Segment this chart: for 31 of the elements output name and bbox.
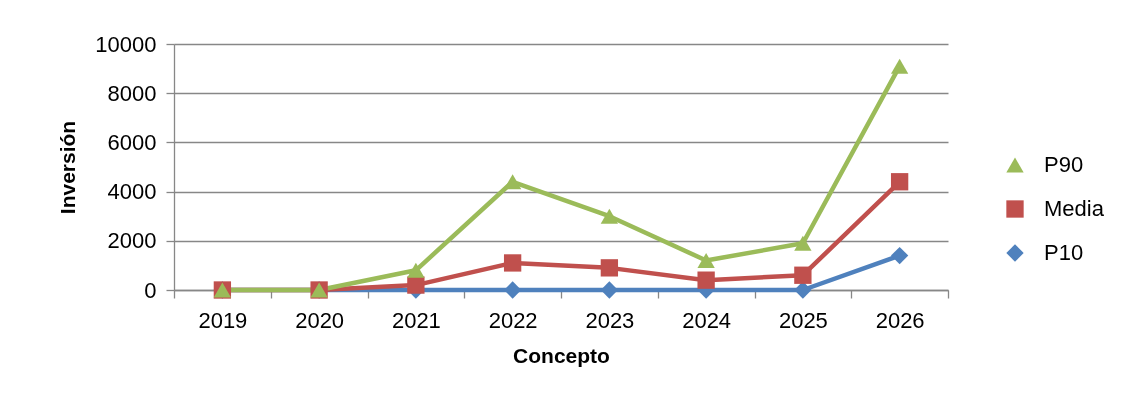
x-axis-title: Concepto	[513, 343, 610, 367]
y-tick-label: 6000	[107, 129, 157, 155]
y-tick-label: 8000	[107, 80, 157, 106]
point	[890, 246, 909, 265]
x-tick-label: 2021	[391, 307, 441, 333]
point	[697, 271, 715, 289]
y-axis-title: Inversión	[56, 120, 80, 215]
x-tick-label: 2019	[198, 307, 248, 333]
point	[600, 208, 619, 224]
point	[600, 259, 619, 277]
point	[503, 254, 522, 272]
x-tick-label: 2023	[585, 307, 635, 333]
y-tick-label: 0	[144, 277, 157, 303]
legend-label: P10	[1044, 240, 1084, 265]
x-tick-label: 2026	[875, 307, 925, 333]
point	[890, 58, 909, 74]
legend-label: P90	[1044, 152, 1084, 177]
point	[794, 235, 812, 251]
point	[794, 266, 812, 284]
point	[697, 252, 715, 268]
point	[890, 173, 909, 191]
y-tick-label: 10000	[95, 31, 157, 57]
y-tick-label: 4000	[107, 179, 157, 205]
x-tick-label: 2024	[682, 307, 732, 333]
legend-label: Media	[1044, 196, 1105, 221]
x-tick-label: 2020	[295, 307, 345, 333]
point	[794, 281, 812, 299]
y-tick-label: 2000	[107, 228, 157, 254]
x-tick-label: 2022	[488, 307, 538, 333]
x-tick-label: 2025	[778, 307, 828, 333]
point	[407, 262, 425, 278]
